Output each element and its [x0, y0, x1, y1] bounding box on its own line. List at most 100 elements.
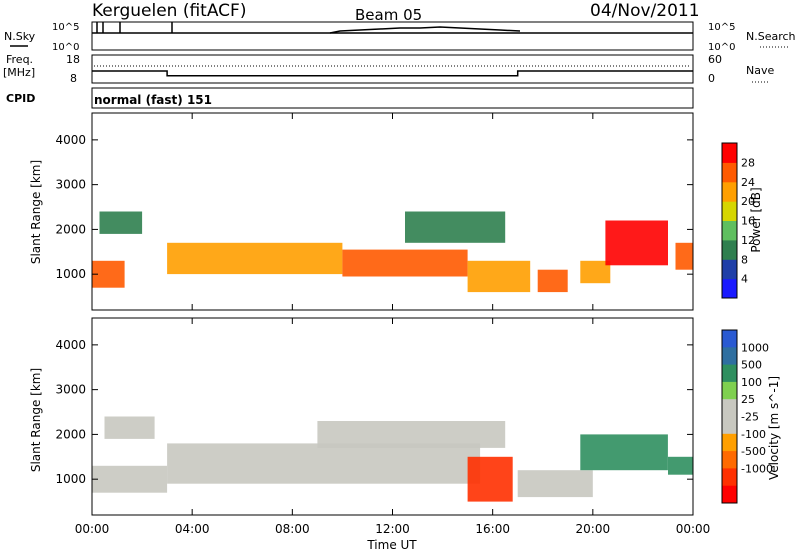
velocity-colorbar-tick: 100: [741, 376, 762, 389]
power-colorbar-tick: 28: [741, 156, 755, 169]
x-tick-label: 00:00: [676, 522, 711, 536]
power-colorbar-label: Power [dB]: [749, 187, 763, 252]
velocity-panel-frame: [91, 317, 694, 516]
velocity-colorbar-swatch: [722, 330, 737, 348]
power-colorbar-tick: 8: [741, 253, 748, 266]
power-colorbar-frame: [721, 142, 738, 299]
velocity-colorbar-swatch: [722, 433, 737, 452]
velocity-region: [467, 456, 513, 502]
power-colorbar-swatch: [722, 220, 737, 241]
velocity-region: [92, 465, 168, 493]
velocity-region: [104, 416, 155, 439]
velocity-ytick-label: 1000: [55, 472, 86, 486]
power-region: [605, 220, 668, 266]
velocity-region: [580, 434, 668, 471]
power-ytick-label: 2000: [55, 222, 86, 236]
velocity-colorbar-tick: 500: [741, 359, 762, 372]
velocity-ytick-label: 4000: [55, 338, 86, 352]
power-region: [580, 260, 611, 284]
velocity-colorbar-tick: -1000: [741, 462, 773, 475]
power-colorbar-swatch: [722, 278, 737, 299]
nsky-label: N.Sky: [4, 30, 36, 43]
power-region: [99, 211, 143, 234]
power-ytick-label: 1000: [55, 267, 86, 281]
power-colorbar-tick: 12: [741, 234, 755, 247]
x-axis-ticks: 00:00 04:00 08:00 12:00 16:00 20:00 00:00: [75, 113, 711, 536]
power-ylabel: Slant Range [km]: [29, 160, 43, 264]
nsearch-tick-bottom: 10^0: [708, 42, 735, 53]
beam-title: Beam 05: [355, 6, 422, 24]
velocity-colorbar-tick: 25: [741, 393, 755, 406]
nsky-tick-top: 10^5: [52, 22, 79, 33]
cpid-label: CPID: [6, 92, 35, 105]
x-tick-label: 04:00: [175, 522, 210, 536]
cpid-panel-frame: [91, 87, 694, 109]
velocity-heatmap: [92, 416, 693, 502]
velocity-colorbar-swatch: [722, 399, 737, 417]
velocity-ytick-label: 3000: [55, 383, 86, 397]
date-title: 04/Nov/2011: [590, 1, 700, 21]
power-colorbar: 4 8 12 16 20 24 28: [721, 142, 755, 299]
power-region: [167, 242, 343, 275]
power-colorbar-swatch: [722, 143, 737, 163]
freq-tick-bottom: 8: [70, 72, 77, 85]
velocity-colorbar-frame: [721, 329, 738, 504]
power-region: [467, 260, 531, 293]
freq-label-1: Freq.: [6, 53, 33, 66]
power-ytick-label: 4000: [55, 133, 86, 147]
power-colorbar-tick: 24: [741, 176, 755, 189]
station-title: Kerguelen (fitACF): [92, 1, 246, 21]
x-tick-label: 20:00: [576, 522, 611, 536]
x-tick-label: 00:00: [75, 522, 110, 536]
nsearch-tick-top: 10^5: [708, 22, 735, 33]
power-colorbar-tick: 16: [741, 215, 755, 228]
power-region: [537, 269, 568, 293]
velocity-colorbar: 1000 500 100 25 -25 -100 -500 -1000: [721, 329, 773, 504]
nsearch-label: N.Search: [746, 30, 796, 43]
velocity-colorbar-swatch: [722, 381, 737, 400]
velocity-colorbar-swatch: [722, 416, 737, 435]
velocity-colorbar-tick: -100: [741, 428, 766, 441]
power-colorbar-swatch: [722, 259, 737, 280]
power-colorbar-swatch: [722, 181, 737, 202]
velocity-colorbar-tick: -25: [741, 411, 759, 424]
power-region: [405, 211, 506, 243]
velocity-region: [668, 456, 693, 475]
velocity-region: [317, 421, 506, 448]
nsky-bump: [329, 26, 521, 34]
power-colorbar-swatch: [722, 162, 737, 183]
freq-tick-top: 18: [66, 53, 80, 66]
power-colorbar-tick: 20: [741, 195, 755, 208]
x-tick-label: 16:00: [475, 522, 510, 536]
power-region: [675, 242, 693, 270]
power-region: [342, 249, 468, 277]
velocity-ylabel: Slant Range [km]: [29, 368, 43, 472]
velocity-colorbar-label: Velocity [m s^-1]: [767, 376, 781, 480]
power-colorbar-tick: 4: [741, 273, 748, 286]
x-tick-label: 08:00: [275, 522, 310, 536]
freq-label-2: [MHz]: [3, 66, 35, 79]
velocity-colorbar-swatch: [722, 347, 737, 366]
velocity-colorbar-tick: -500: [741, 445, 766, 458]
velocity-region: [167, 443, 481, 484]
x-axis-label: Time UT: [366, 538, 417, 552]
velocity-colorbar-tick: 1000: [741, 341, 769, 354]
x-tick-label: 12:00: [375, 522, 410, 536]
freq-panel-frame: [91, 54, 694, 84]
velocity-colorbar-swatch: [722, 451, 737, 469]
power-colorbar-swatch: [722, 239, 737, 260]
nsky-tick-bottom: 10^0: [52, 42, 79, 53]
velocity-colorbar-swatch: [722, 468, 737, 487]
nsky-panel-frame: [91, 21, 694, 51]
power-ytick-label: 3000: [55, 178, 86, 192]
power-yticks: 1000 2000 3000 4000: [55, 133, 693, 281]
nave-tick-top: 60: [708, 53, 722, 66]
velocity-region: [517, 470, 593, 498]
velocity-ytick-label: 2000: [55, 427, 86, 441]
nave-tick-bottom: 0: [708, 72, 715, 85]
power-colorbar-swatch: [722, 201, 737, 221]
freq-series: [92, 70, 693, 77]
nave-label: Nave: [746, 64, 774, 77]
cpid-value: normal (fast) 151: [94, 93, 212, 107]
